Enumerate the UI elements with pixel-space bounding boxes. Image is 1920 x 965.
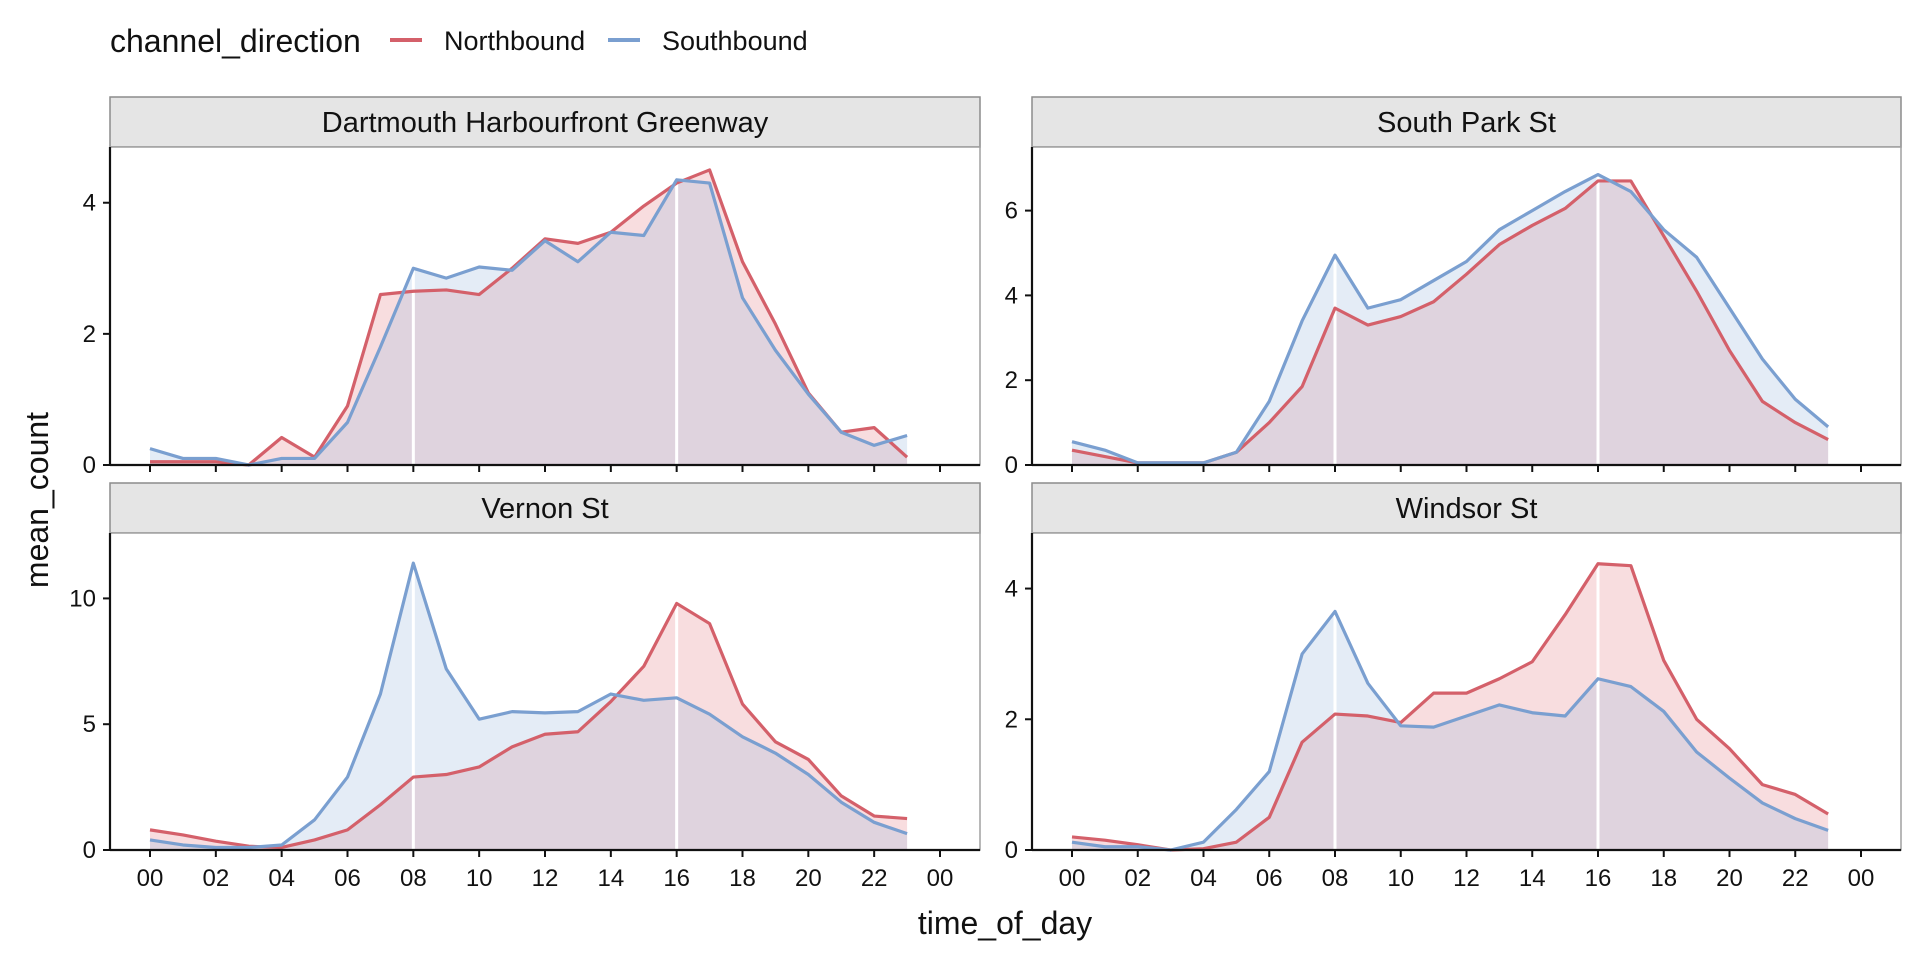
x-tick-label: 12: [1453, 865, 1480, 892]
area-northbound: [1072, 180, 1829, 466]
facet-title: Vernon St: [481, 493, 608, 525]
facet-panel: Vernon St 0 5 10 00 02 04 06 08 10 12 14 16 18 20 22 00: [69, 482, 981, 892]
x-tick-label: 22: [1782, 865, 1809, 892]
x-tick-label: 14: [597, 865, 624, 892]
y-tick-label: 5: [83, 711, 96, 738]
facet-strip: [109, 96, 981, 148]
x-tick-label: 04: [1190, 865, 1217, 892]
panel-background: [1031, 146, 1902, 466]
y-tick-label: 2: [1005, 367, 1018, 394]
y-axis-title: mean_count: [19, 412, 55, 588]
x-tick-label: 08: [400, 865, 427, 892]
series-line-northbound: [149, 601, 908, 850]
x-tick-label: 22: [861, 865, 888, 892]
x-axis-title: time_of_day: [918, 905, 1092, 941]
x-tick-label: 06: [1256, 865, 1283, 892]
x-tick-label: 00: [137, 865, 164, 892]
facet-title: Dartmouth Harbourfront Greenway: [322, 107, 769, 139]
area-southbound: [1072, 611, 1829, 850]
area-southbound: [150, 179, 908, 465]
y-tick-label: 0: [1005, 452, 1018, 479]
x-tick-label: 06: [334, 865, 361, 892]
y-tick-label: 0: [1005, 837, 1018, 864]
x-tick-label: 00: [1848, 865, 1875, 892]
facet-title: South Park St: [1377, 107, 1556, 139]
x-tick-label: 18: [729, 865, 756, 892]
legend-title: channel_direction: [110, 23, 361, 59]
x-tick-label: 12: [532, 865, 559, 892]
area-northbound: [150, 603, 908, 850]
x-tick-label: 16: [663, 865, 690, 892]
x-tick-label: 02: [202, 865, 229, 892]
facet-panels: Dartmouth Harbourfront Greenway024South …: [69, 96, 1902, 892]
y-tick-label: 2: [83, 321, 96, 348]
y-tick-label: 2: [1005, 706, 1018, 733]
y-tick-label: 10: [69, 585, 96, 612]
x-tick-label: 10: [1387, 865, 1414, 892]
legend-label-northbound: Northbound: [444, 26, 585, 56]
y-tick-label: 0: [83, 837, 96, 864]
y-tick-label: 0: [83, 452, 96, 479]
x-tick-label: 16: [1585, 865, 1612, 892]
y-tick-label: 4: [83, 190, 96, 217]
x-tick-label: 14: [1519, 865, 1546, 892]
panel-background: [109, 146, 981, 466]
x-tick-label: 18: [1650, 865, 1677, 892]
x-tick-label: 10: [466, 865, 493, 892]
area-southbound: [1072, 174, 1829, 465]
facet-strip: [1031, 482, 1902, 534]
x-tick-label: 20: [795, 865, 822, 892]
series-line-southbound: [1071, 172, 1830, 465]
x-tick-label: 08: [1322, 865, 1349, 892]
x-tick-label: 00: [927, 865, 954, 892]
series-line-southbound: [149, 561, 908, 850]
facet-title: Windsor St: [1396, 493, 1538, 525]
series-line-southbound: [1071, 609, 1829, 852]
area-southbound: [150, 563, 908, 850]
legend: channel_direction Northbound Southbound: [110, 23, 808, 59]
y-tick-label: 4: [1005, 282, 1018, 309]
area-northbound: [150, 169, 908, 465]
legend-label-southbound: Southbound: [662, 26, 808, 56]
y-tick-label: 6: [1005, 198, 1018, 225]
x-tick-label: 04: [268, 865, 295, 892]
area-northbound: [1072, 563, 1829, 850]
x-tick-label: 20: [1716, 865, 1743, 892]
x-tick-label: 00: [1059, 865, 1086, 892]
y-tick-label: 4: [1005, 576, 1018, 603]
series-line-southbound: [149, 178, 908, 467]
facet-panel: South Park St 0 2 4 6: [1005, 96, 1902, 479]
x-tick-label: 02: [1124, 865, 1151, 892]
facet-panel: Dartmouth Harbourfront Greenway 0 2 4: [83, 96, 981, 479]
